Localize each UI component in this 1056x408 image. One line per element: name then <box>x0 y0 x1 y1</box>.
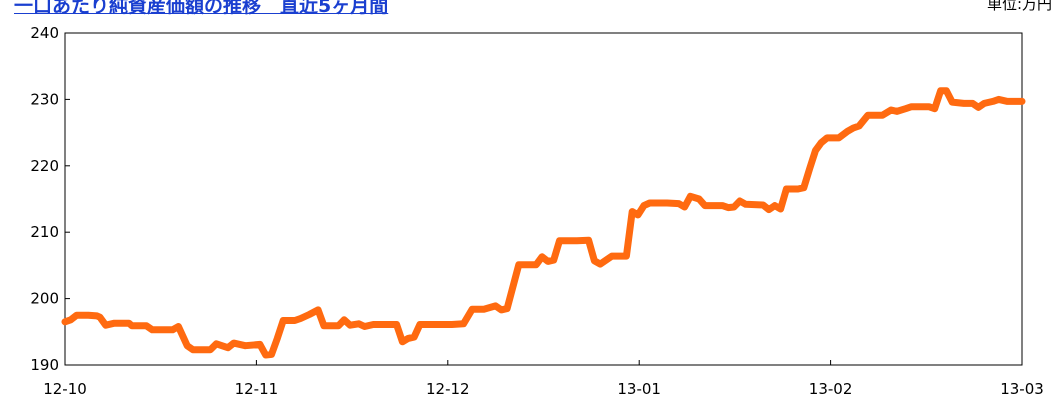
chart-title: 一口あたり純資産価額の推移 直近5ヶ月間 <box>14 0 389 17</box>
series-line <box>61 87 1026 359</box>
y-tick-label: 220 <box>30 157 59 175</box>
unit-label: 単位:万円 <box>986 0 1052 13</box>
y-tick-label: 200 <box>30 290 59 308</box>
x-tick-label: 13-03 <box>1000 380 1044 398</box>
y-tick-label: 240 <box>30 24 59 42</box>
x-tick-label: 12-11 <box>235 380 279 398</box>
x-tick-label: 13-01 <box>617 380 661 398</box>
x-tick-label: 12-10 <box>43 380 87 398</box>
plot-area-frame <box>64 32 1023 366</box>
y-tick-label: 210 <box>30 223 59 241</box>
x-tick-label: 12-12 <box>426 380 470 398</box>
y-tick-label: 230 <box>30 90 59 108</box>
y-tick-label: 190 <box>30 356 59 374</box>
x-tick-label: 13-02 <box>809 380 853 398</box>
axis-ticks: 190 200 210 220 230 240 12-10 12-11 12-12 13-01 13… <box>30 24 1043 398</box>
